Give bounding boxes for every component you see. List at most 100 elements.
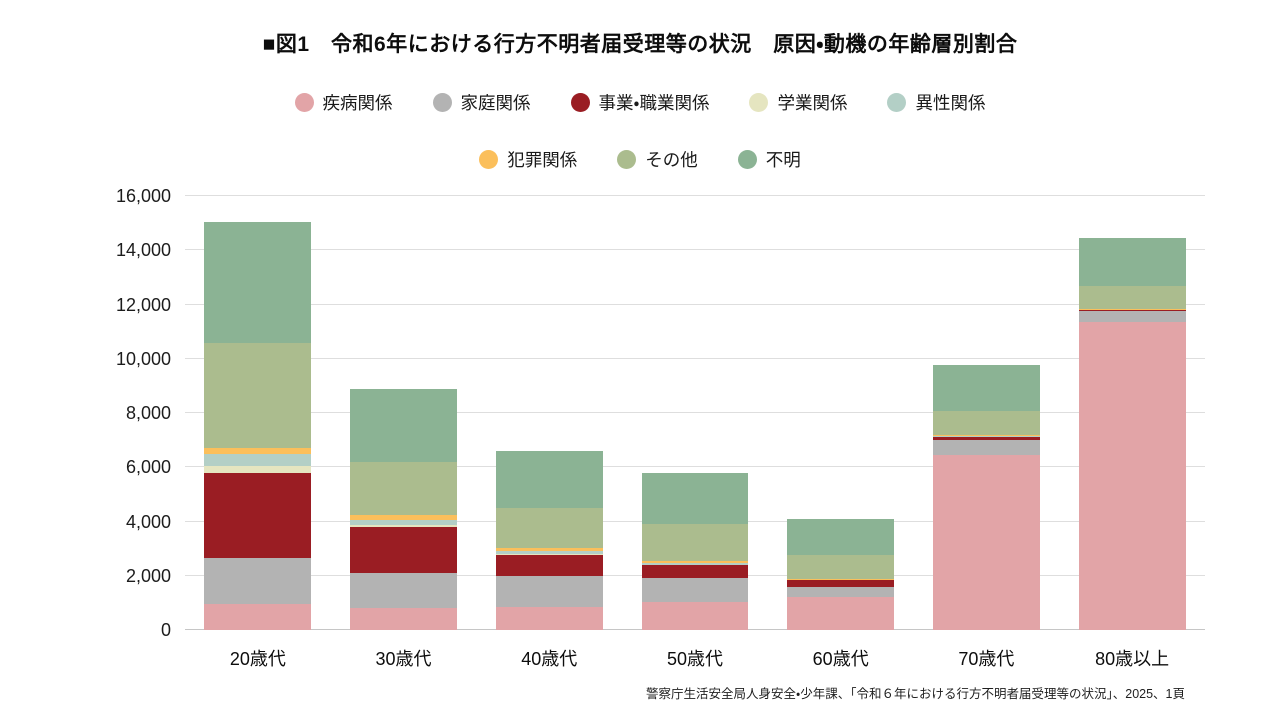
bar-slot: 20歳代 <box>185 196 331 669</box>
bar-segment-家庭関係 <box>932 439 1040 456</box>
legend-label: 学業関係 <box>777 93 848 113</box>
legend-color-dot-icon <box>749 93 769 112</box>
legend-color-dot-icon <box>737 150 757 169</box>
y-axis-tick-label: 6,000 <box>125 457 171 478</box>
y-axis-tick-label: 16,000 <box>115 186 171 206</box>
bar-segment-家庭関係 <box>495 575 603 607</box>
legend-row-1: 疾病関係 家庭関係 事業・職業関係 学業関係 異性関係 <box>0 90 1280 115</box>
bar-segment-犯罪関係 <box>204 448 312 455</box>
bar-slot: 50歳代 <box>622 196 768 669</box>
bar-segment-不明 <box>495 451 603 508</box>
legend-item-その他: その他 <box>617 147 698 172</box>
bar-segment-犯罪関係 <box>932 435 1040 437</box>
y-axis-tick-label: 2,000 <box>125 565 171 586</box>
bar-segment-学業関係 <box>350 525 458 527</box>
bar-segment-疾病関係 <box>495 606 603 630</box>
y-axis-tick-label: 10,000 <box>115 348 171 369</box>
legend-label: その他 <box>645 150 698 170</box>
stacked-bar-30歳代 <box>350 388 458 630</box>
bar-slot: 80歳以上 <box>1059 196 1205 669</box>
legend-label: 家庭関係 <box>460 93 531 113</box>
stacked-bar-60歳代 <box>787 518 895 630</box>
legend-item-異性関係: 異性関係 <box>887 90 985 115</box>
legend-label: 不明 <box>765 150 801 170</box>
bar-slot: 40歳代 <box>476 196 622 669</box>
legend-label: 犯罪関係 <box>507 150 578 170</box>
bar-segment-疾病関係 <box>932 455 1040 630</box>
bar-segment-犯罪関係 <box>641 560 749 564</box>
bar-slot: 30歳代 <box>331 196 477 669</box>
bar-segment-その他 <box>204 343 312 449</box>
x-axis-category-label: 50歳代 <box>666 649 723 669</box>
bar-segment-事業・職業関係 <box>932 437 1040 440</box>
bar-slot: 70歳代 <box>914 196 1060 669</box>
gridline <box>185 357 1205 359</box>
legend-item-疾病関係: 疾病関係 <box>294 90 393 115</box>
stacked-bar-70歳代 <box>932 365 1040 630</box>
bar-segment-犯罪関係 <box>350 515 458 521</box>
bar-segment-家庭関係 <box>641 578 749 602</box>
bar-segment-犯罪関係 <box>495 548 603 552</box>
gridline <box>185 195 1205 196</box>
plot-area: 0 2,000 4,000 6,000 8,000 10,000 12,000 14,000 1… <box>116 186 1205 669</box>
bar-segment-不明 <box>932 365 1040 411</box>
bar-segment-疾病関係 <box>787 597 895 630</box>
bar-segment-不明 <box>1078 238 1186 286</box>
bar-slot: 60歳代 <box>768 196 914 669</box>
bar-segment-疾病関係 <box>641 601 749 630</box>
y-axis-tick-label: 14,000 <box>115 240 171 261</box>
bar-segment-その他 <box>1078 285 1186 309</box>
bar-segment-学業関係 <box>204 465 312 473</box>
x-axis-category-label: 70歳代 <box>958 649 1015 669</box>
legend-color-dot-icon <box>432 93 452 112</box>
y-axis-tick-label: 4,000 <box>125 511 171 532</box>
bar-segment-その他 <box>350 461 458 516</box>
bar-segment-犯罪関係 <box>787 578 895 580</box>
stacked-bar-40歳代 <box>495 451 603 630</box>
bar-segment-事業・職業関係 <box>204 472 312 558</box>
y-axis-tick-label: 0 <box>160 620 171 640</box>
legend-color-dot-icon <box>294 93 314 112</box>
y-axis-tick-label: 12,000 <box>115 294 171 315</box>
gridline <box>185 466 1205 468</box>
stacked-bar-80歳以上 <box>1078 238 1186 630</box>
bar-segment-不明 <box>641 472 749 525</box>
legend-label: 事業・職業関係 <box>598 93 710 113</box>
x-axis-category-label: 30歳代 <box>375 649 432 669</box>
bar-segment-異性関係 <box>1078 309 1186 311</box>
bar-segment-不明 <box>350 388 458 462</box>
bar-segment-事業・職業関係 <box>641 565 749 579</box>
gridline <box>185 249 1205 251</box>
bar-segment-不明 <box>204 221 312 344</box>
legend-label: 異性関係 <box>915 93 986 113</box>
bar-segment-事業・職業関係 <box>787 580 895 587</box>
legend-item-事業・職業関係: 事業・職業関係 <box>570 90 710 115</box>
legend-item-犯罪関係: 犯罪関係 <box>479 147 577 172</box>
source-note: 警察庁生活安全局人身安全・少年課、「令和６年における行方不明者届受理等の状況」、… <box>645 687 1185 701</box>
bar-segment-家庭関係 <box>350 573 458 609</box>
bar-segment-その他 <box>787 554 895 579</box>
gridline <box>185 303 1205 305</box>
bar-segment-事業・職業関係 <box>350 526 458 574</box>
legend-row-2: 犯罪関係 その他 不明 <box>0 147 1280 172</box>
x-axis-category-label: 20歳代 <box>229 649 286 669</box>
legend-color-dot-icon <box>887 93 907 112</box>
bar-segment-犯罪関係 <box>1078 308 1186 310</box>
bar-segment-疾病関係 <box>350 608 458 630</box>
stacked-bar-20歳代 <box>204 221 312 630</box>
legend-color-dot-icon <box>479 150 499 169</box>
x-axis-category-label: 80歳以上 <box>1095 649 1170 669</box>
x-axis-category-label: 40歳代 <box>521 649 578 669</box>
bar-segment-疾病関係 <box>1078 322 1186 630</box>
stacked-bar-50歳代 <box>641 472 749 630</box>
bar-segment-疾病関係 <box>204 604 312 630</box>
y-axis-tick-label: 8,000 <box>125 403 171 423</box>
bar-segment-異性関係 <box>787 579 895 581</box>
bar-segment-異性関係 <box>641 563 749 565</box>
bar-segment-異性関係 <box>932 436 1040 437</box>
bar-segment-その他 <box>641 524 749 561</box>
bar-segment-その他 <box>932 410 1040 436</box>
bar-segment-家庭関係 <box>204 557 312 605</box>
legend-item-家庭関係: 家庭関係 <box>432 90 531 115</box>
bar-segment-異性関係 <box>350 520 458 526</box>
